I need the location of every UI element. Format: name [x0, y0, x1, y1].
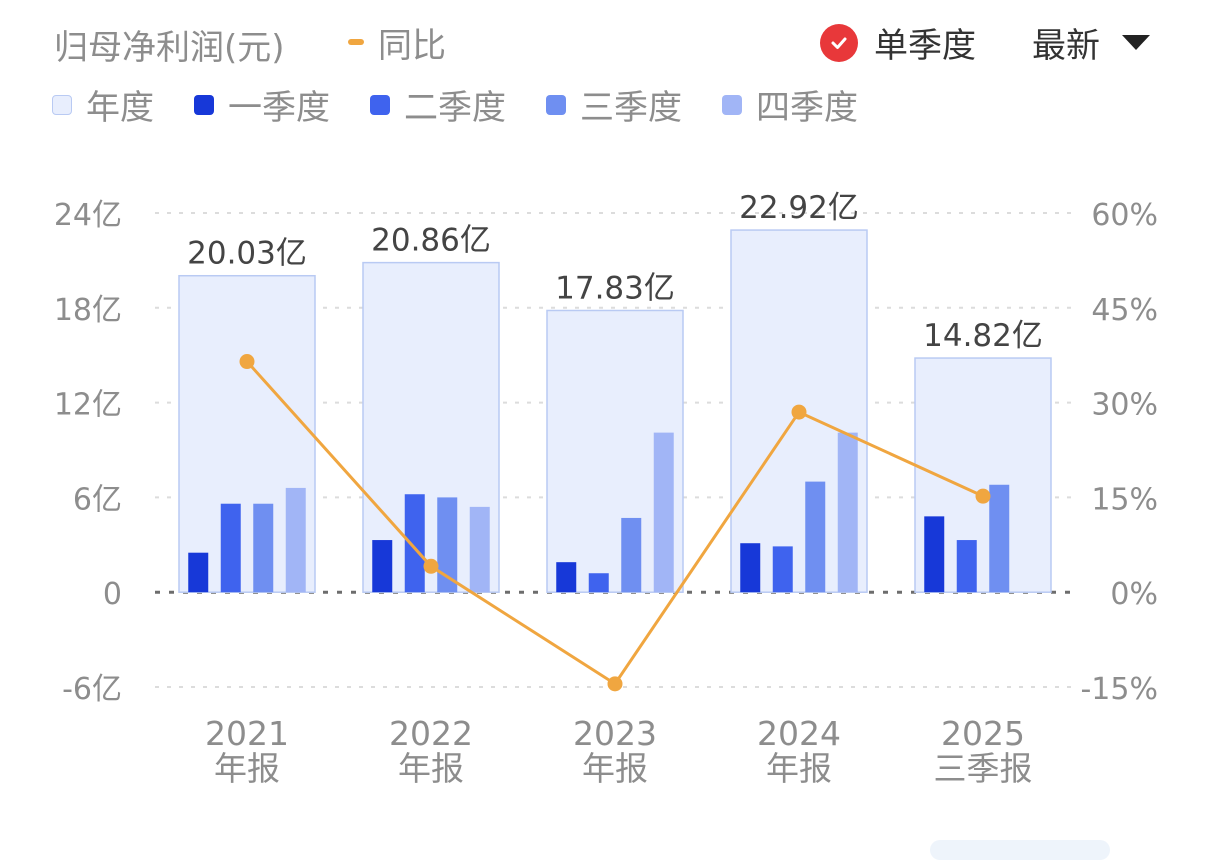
legend-item-q3[interactable]: 三季度 — [546, 80, 682, 129]
legend-item-q4[interactable]: 四季度 — [722, 80, 858, 129]
check-icon-glyph — [831, 37, 847, 49]
y-left-tick-label: 0 — [103, 577, 122, 612]
q4-bar — [285, 487, 306, 593]
legend-item-q2[interactable]: 二季度 — [370, 80, 506, 129]
q1-bar — [556, 562, 577, 593]
legend-swatch-q3 — [546, 94, 566, 115]
legend-item-q1[interactable]: 一季度 — [194, 80, 330, 129]
x-tick-sublabel: 年报 — [214, 749, 280, 788]
q4-bar — [653, 432, 674, 593]
yoy-legend-marker — [348, 39, 364, 45]
yoy-point — [607, 676, 623, 692]
profit-chart[interactable]: -6亿 0 6亿 12亿 18亿 24亿 -15% 0% 15% 30% 45% 60% 20.03亿 2… — [0, 140, 1224, 840]
y-left-tick-label: 18亿 — [54, 293, 122, 328]
y-left-tick-label: 12亿 — [54, 388, 122, 423]
q3-bar — [253, 503, 274, 593]
q4-bar — [837, 432, 858, 593]
y-left-tick-label: 24亿 — [54, 198, 122, 233]
q1-bar — [188, 552, 209, 593]
y-right-tick-label: 45% — [1091, 293, 1158, 328]
y-right-tick-label: -15% — [1080, 672, 1158, 707]
q3-bar — [437, 497, 458, 593]
legend-label-annual: 年度 — [86, 88, 154, 128]
yoy-point — [975, 488, 991, 504]
y-left-tick-label: 6亿 — [73, 482, 122, 517]
caret-down-icon[interactable] — [1122, 35, 1150, 50]
legend-label-q4: 四季度 — [756, 88, 858, 128]
q1-bar — [740, 543, 761, 593]
y-right-tick-label: 0% — [1110, 577, 1158, 612]
legend-swatch-q4 — [722, 94, 742, 115]
q2-bar — [588, 573, 609, 593]
check-icon[interactable] — [820, 23, 858, 62]
yoy-legend: 同比 — [348, 20, 446, 66]
single-quarter-toggle[interactable]: 单季度 — [820, 18, 976, 67]
y-right-tick-label: 30% — [1091, 388, 1158, 423]
y-right-tick-label: 60% — [1091, 198, 1158, 233]
legend-label-q3: 三季度 — [580, 88, 682, 128]
yoy-point — [791, 404, 807, 420]
annual-value-label: 14.82亿 — [923, 318, 1043, 354]
legend-swatch-q2 — [370, 94, 390, 115]
yoy-point — [423, 558, 439, 574]
q1-bar — [372, 540, 393, 593]
yoy-point — [239, 354, 255, 370]
single-quarter-label: 单季度 — [874, 26, 976, 66]
legend-label-q1: 一季度 — [228, 88, 330, 128]
y-left-tick-label: -6亿 — [62, 672, 122, 707]
annual-value-label: 20.03亿 — [187, 236, 307, 272]
q2-bar — [772, 546, 793, 593]
annual-value-label: 20.86亿 — [371, 223, 491, 259]
legend-label-q2: 二季度 — [404, 88, 506, 128]
legend-swatch-annual — [52, 94, 72, 115]
x-tick-label: 2025 — [941, 714, 1025, 753]
x-tick-sublabel: 年报 — [582, 749, 648, 788]
q3-bar — [621, 517, 642, 593]
x-tick-sublabel: 三季报 — [934, 749, 1033, 788]
metric-title[interactable]: 归母净利润(元) — [54, 28, 285, 68]
period-dropdown[interactable]: 最新 — [1032, 18, 1150, 67]
q2-bar — [220, 503, 241, 593]
legend-swatch-q1 — [194, 94, 214, 115]
q3-bar — [805, 481, 826, 593]
x-tick-label: 2023 — [573, 714, 657, 753]
x-tick-sublabel: 年报 — [398, 749, 464, 788]
legend: 年度 一季度 二季度 三季度 四季度 — [52, 80, 898, 129]
q3-bar — [989, 484, 1010, 593]
x-tick-sublabel: 年报 — [766, 749, 832, 788]
q4-bar — [469, 506, 490, 593]
q1-bar — [924, 516, 945, 593]
q2-bar — [404, 494, 425, 593]
annual-value-label: 17.83亿 — [555, 270, 675, 306]
period-dropdown-label: 最新 — [1032, 26, 1100, 66]
legend-item-annual[interactable]: 年度 — [52, 80, 154, 129]
chart-header: 归母净利润(元) 同比 单季度 最新 年度 一季度 二季度 三季度 — [0, 0, 1224, 140]
q2-bar — [956, 540, 977, 593]
annual-value-label: 22.92亿 — [739, 190, 859, 226]
x-tick-label: 2021 — [205, 714, 289, 753]
yoy-legend-label: 同比 — [378, 25, 446, 66]
bottom-card-edge — [930, 840, 1110, 860]
x-tick-label: 2024 — [757, 714, 841, 753]
y-right-tick-label: 15% — [1091, 482, 1158, 517]
x-tick-label: 2022 — [389, 714, 473, 753]
